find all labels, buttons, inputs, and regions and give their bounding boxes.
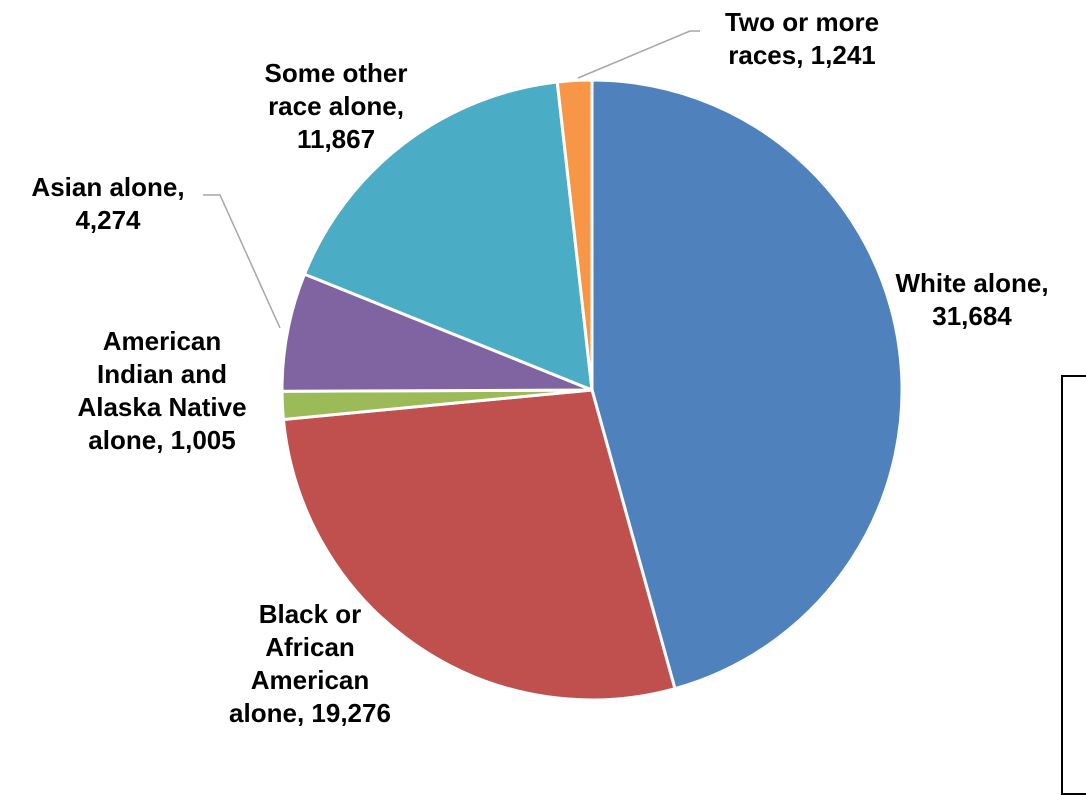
- data-label-6: Two or more races, 1,241: [725, 7, 879, 70]
- leader-line-4: [203, 194, 281, 329]
- data-label-line: Alaska Native: [77, 392, 246, 422]
- data-label-line: 31,684: [932, 301, 1012, 331]
- data-label-line: 11,867: [297, 124, 375, 154]
- data-label-line: Black or: [259, 599, 362, 629]
- pie-slice-6: [555, 78, 594, 392]
- data-label-2: Black or African American alone, 19,276: [229, 599, 391, 728]
- data-label-line: American: [251, 665, 370, 695]
- pie-chart: White alone, 31,684 Black or African America…: [31, 7, 1048, 728]
- data-label-line: African: [265, 632, 355, 662]
- data-label-3: American Indian and Alaska Native alone, 1,…: [77, 326, 246, 455]
- text-box-frame: [1061, 375, 1086, 795]
- data-label-line: alone, 1,005: [88, 425, 235, 455]
- data-label-line: Two or more: [725, 7, 879, 37]
- pie-slice-2: [281, 388, 677, 702]
- data-label-line: alone, 19,276: [229, 698, 391, 728]
- leader-line-6: [577, 30, 700, 79]
- pie-slice-5: [302, 80, 594, 392]
- slices-layer: [280, 78, 904, 702]
- data-label-4: Asian alone, 4,274: [31, 172, 184, 235]
- data-label-line: Some other: [264, 58, 407, 88]
- data-label-line: American: [103, 326, 222, 356]
- data-label-line: Asian alone,: [31, 172, 184, 202]
- pie-slice-1: [590, 78, 904, 691]
- leader-lines-layer: [203, 30, 700, 329]
- data-label-line: Indian and: [97, 359, 227, 389]
- data-label-1: White alone, 31,684: [895, 268, 1048, 331]
- data-label-line: race alone,: [268, 91, 404, 121]
- pie-slice-4: [280, 272, 594, 393]
- data-label-line: 4,274: [75, 205, 141, 235]
- data-label-5: Some other race alone, 11,867: [264, 58, 407, 154]
- data-label-line: White alone,: [895, 268, 1048, 298]
- data-label-line: races, 1,241: [728, 40, 875, 70]
